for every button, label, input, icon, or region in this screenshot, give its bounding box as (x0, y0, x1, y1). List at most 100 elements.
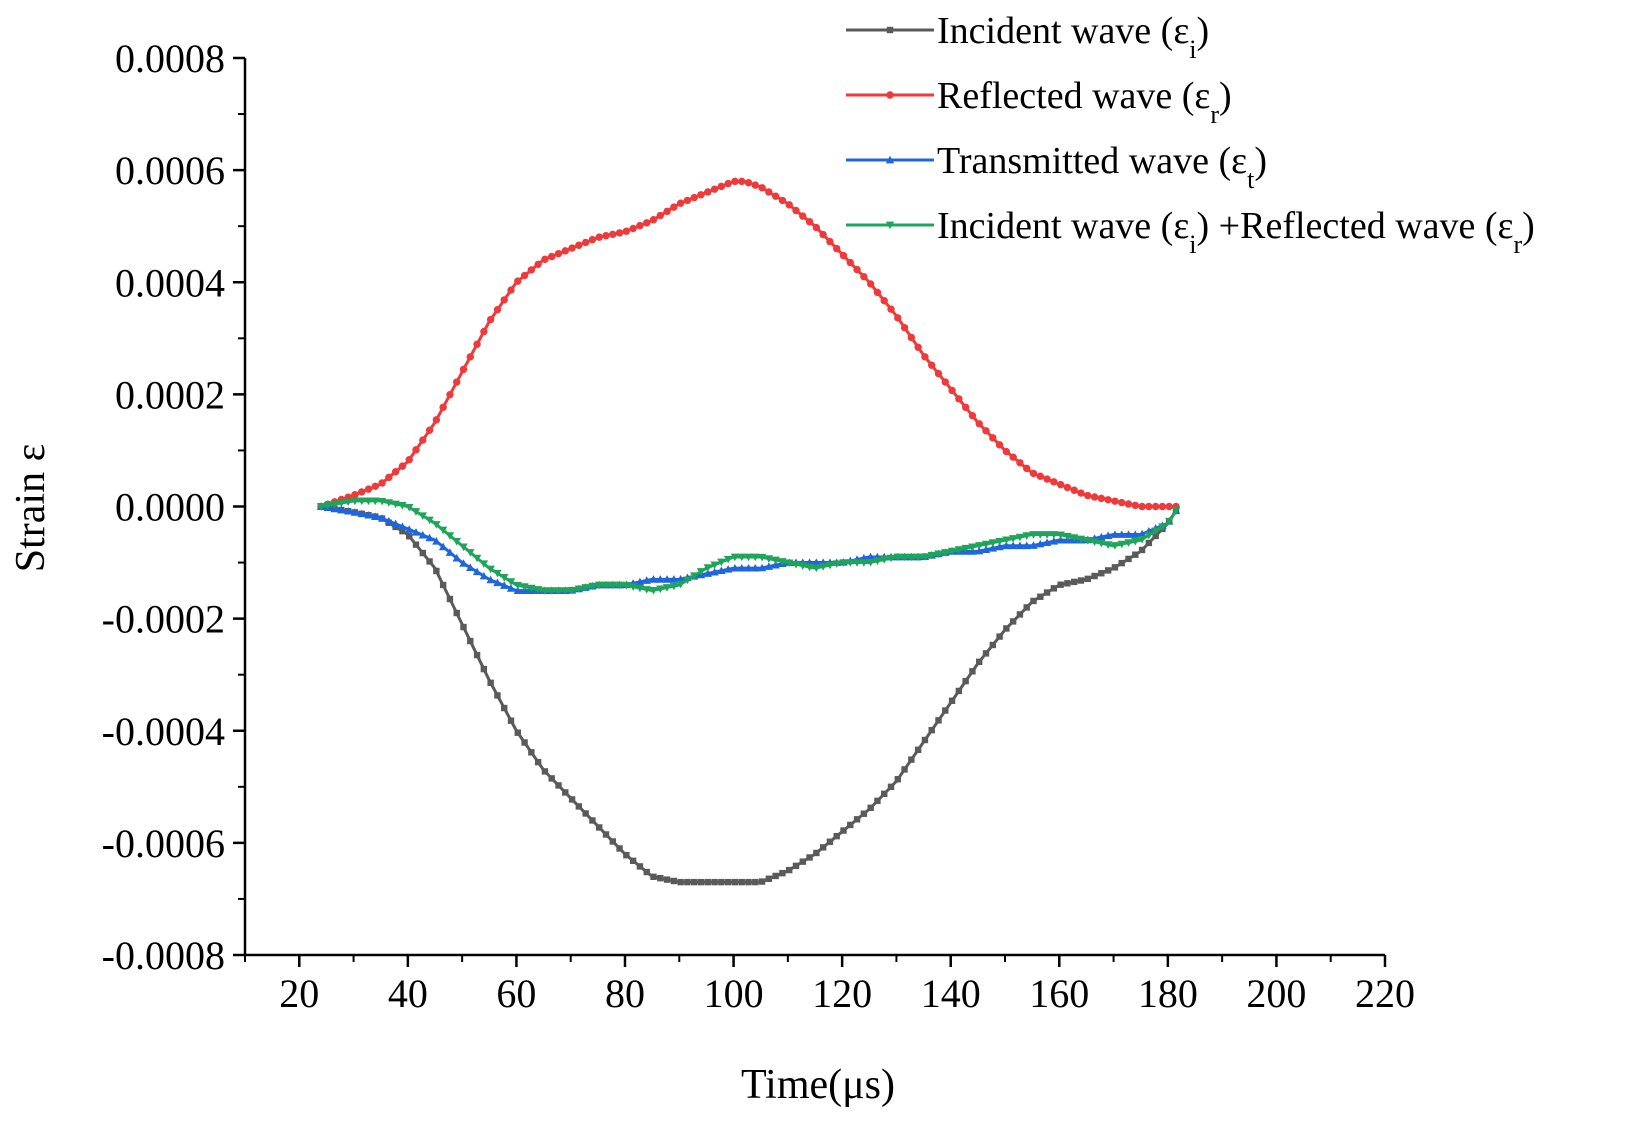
data-point (446, 595, 454, 603)
data-point (479, 571, 489, 580)
data-point (595, 233, 603, 241)
data-point (486, 575, 495, 584)
data-point (452, 553, 461, 562)
data-point (981, 540, 991, 549)
data-point (1171, 507, 1181, 515)
data-point (438, 526, 448, 535)
data-point (615, 229, 624, 237)
data-point (411, 528, 421, 536)
data-point (615, 581, 624, 590)
data-point (541, 768, 549, 775)
data-point (1057, 581, 1064, 588)
data-point (629, 224, 637, 233)
data-point (562, 789, 569, 796)
data-point (942, 707, 949, 714)
data-point (1077, 577, 1085, 584)
data-point (501, 704, 508, 712)
data-point (928, 726, 935, 734)
data-point (635, 577, 645, 586)
data-point (1125, 555, 1132, 563)
data-point (433, 567, 440, 575)
data-point (411, 508, 421, 516)
data-point (1118, 559, 1125, 567)
data-point (697, 191, 705, 199)
x-tick-label: 180 (1138, 971, 1198, 1016)
data-point (670, 203, 678, 211)
data-point (453, 609, 460, 617)
data-point (778, 558, 787, 566)
data-point (588, 582, 597, 591)
data-point (745, 878, 752, 886)
data-point (1165, 502, 1173, 511)
data-point (330, 500, 339, 509)
data-point (676, 580, 685, 589)
data-point (744, 563, 753, 572)
data-point (683, 196, 692, 205)
data-point (839, 251, 848, 260)
data-point (812, 223, 821, 232)
data-point (609, 230, 617, 239)
data-point (969, 668, 976, 675)
data-point (934, 369, 943, 378)
data-point (602, 232, 610, 240)
data-point (649, 586, 658, 595)
data-point (438, 542, 448, 551)
data-point (1137, 535, 1147, 544)
data-point (656, 585, 665, 594)
data-point (1056, 535, 1065, 544)
data-point (1090, 493, 1099, 501)
plot-area: -0.0008 -0.0006 -0.0004 -0.0002 0.0000 0.0002… (102, 36, 1415, 1016)
data-point (859, 559, 869, 567)
data-point (730, 563, 740, 572)
data-point (703, 564, 712, 572)
data-point (1009, 618, 1017, 625)
data-point (494, 692, 501, 699)
data-point (1050, 478, 1058, 486)
data-point (846, 258, 854, 267)
data-point (513, 581, 522, 590)
data-point (758, 878, 766, 885)
legend-text-part: Reflected wave (ε (937, 75, 1210, 117)
data-point (825, 561, 835, 570)
data-point (1132, 551, 1139, 558)
data-point (1002, 536, 1011, 545)
data-point (547, 587, 556, 595)
data-point (975, 546, 984, 555)
data-point (460, 623, 467, 631)
data-point (358, 488, 366, 496)
data-point (527, 584, 536, 593)
data-point (418, 512, 427, 520)
data-point (1103, 541, 1113, 549)
data-point (779, 869, 786, 877)
data-point (425, 426, 434, 434)
data-point (500, 581, 509, 589)
data-point (561, 587, 570, 595)
data-point (1022, 541, 1031, 550)
y-tick-label: 0.0000 (115, 485, 225, 530)
data-point (724, 179, 732, 188)
data-point (907, 333, 916, 342)
data-point (514, 729, 521, 736)
data-point (676, 199, 685, 207)
data-point (500, 296, 508, 304)
data-point (737, 563, 746, 572)
data-point (596, 824, 603, 831)
data-point (343, 506, 353, 515)
data-point (1077, 489, 1085, 497)
data-point (887, 305, 895, 313)
legend-subscript: r (1210, 100, 1219, 129)
data-point (391, 519, 400, 528)
data-point (602, 831, 610, 838)
legend-text-part: ) (1219, 75, 1232, 117)
data-point (805, 563, 814, 572)
data-point (595, 581, 604, 590)
data-point (1043, 589, 1051, 596)
data-point (608, 581, 617, 590)
data-point (982, 427, 990, 435)
data-point (479, 560, 489, 568)
data-point (799, 212, 807, 220)
data-point (1124, 530, 1133, 538)
data-point (764, 555, 774, 563)
data-point (377, 514, 387, 522)
